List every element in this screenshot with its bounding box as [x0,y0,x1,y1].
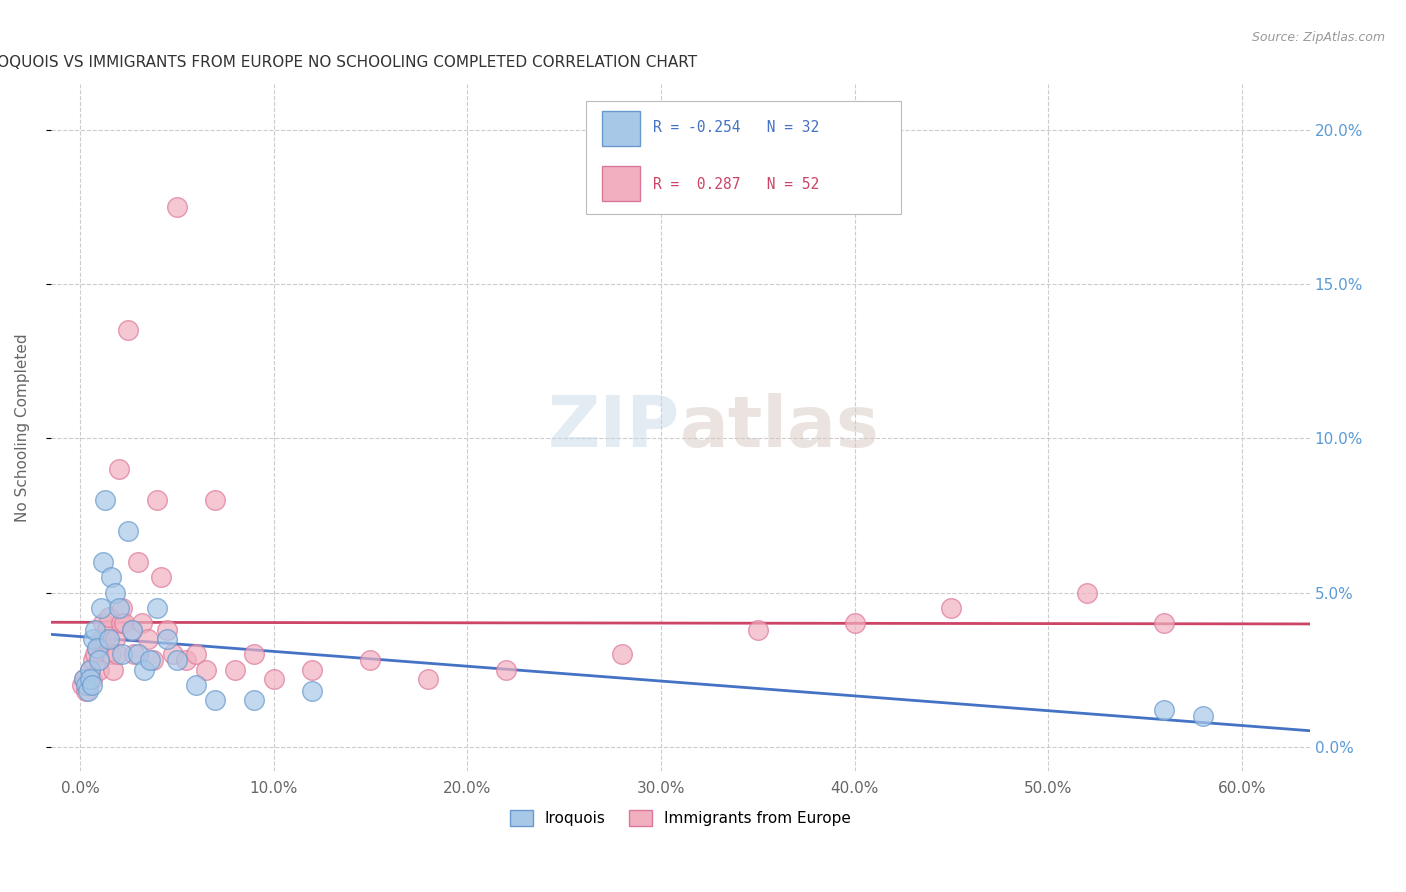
Point [82,632,104,646]
Point [91,555,114,569]
Point [146,601,169,615]
Point [84,623,107,637]
Point [96,623,118,637]
Point [495,663,517,677]
Point [94,632,117,646]
Point [117,524,139,538]
Point [121,623,143,637]
Point [90,632,112,646]
Point [70,678,93,692]
Point [243,693,266,707]
Point [82,653,104,667]
Point [89,663,111,677]
Point [73,672,96,686]
Text: Source: ZipAtlas.com: Source: ZipAtlas.com [1251,31,1385,45]
Point [79,663,101,677]
Point [184,678,207,692]
Point [91,616,114,631]
Point [194,663,217,677]
Point [110,616,132,631]
Point [104,585,127,599]
Text: R =  0.287   N = 52: R = 0.287 N = 52 [652,177,818,192]
Point [80,678,103,692]
Point [747,623,769,637]
Point [204,693,226,707]
Point [111,601,134,615]
FancyBboxPatch shape [586,101,900,214]
Point [418,672,440,686]
Point [301,684,323,698]
Point [131,616,153,631]
Point [184,647,207,661]
Point [1153,703,1175,717]
Point [941,601,963,615]
Point [1192,709,1215,723]
Point [104,632,127,646]
FancyBboxPatch shape [602,112,640,145]
Point [156,623,179,637]
Point [86,640,108,655]
Point [243,647,266,661]
Point [166,200,188,214]
Point [162,647,184,661]
Point [76,684,98,698]
Point [101,663,124,677]
Point [112,616,135,631]
Point [90,601,112,615]
Point [105,647,128,661]
Point [122,647,145,661]
Point [301,663,323,677]
Point [142,653,165,667]
Point [127,647,149,661]
Point [76,678,98,692]
Point [100,647,122,661]
Point [844,616,866,631]
Point [89,653,111,667]
Point [359,653,381,667]
Point [117,323,139,337]
Point [84,647,107,661]
Point [97,632,120,646]
Legend: Iroquois, Immigrants from Europe: Iroquois, Immigrants from Europe [503,805,856,832]
Point [73,672,96,686]
Point [156,632,179,646]
Point [97,610,120,624]
Text: R = -0.254   N = 32: R = -0.254 N = 32 [652,120,818,135]
FancyBboxPatch shape [602,166,640,201]
Y-axis label: No Schooling Completed: No Schooling Completed [15,334,30,522]
Point [132,663,155,677]
Text: ZIP: ZIP [548,393,681,462]
Point [127,555,149,569]
Point [138,653,160,667]
Point [610,647,633,661]
Point [86,640,108,655]
Point [224,663,246,677]
Point [166,653,188,667]
Point [94,493,117,508]
Point [79,663,101,677]
Point [204,493,226,508]
Point [100,570,122,584]
Point [80,672,103,686]
Text: atlas: atlas [681,393,880,462]
Point [176,653,198,667]
Point [1153,616,1175,631]
Text: IROQUOIS VS IMMIGRANTS FROM EUROPE NO SCHOOLING COMPLETED CORRELATION CHART: IROQUOIS VS IMMIGRANTS FROM EUROPE NO SC… [0,55,697,70]
Point [1076,585,1098,599]
Point [107,462,129,476]
Point [263,672,285,686]
Point [79,672,101,686]
Point [107,601,129,615]
Point [150,570,173,584]
Point [111,647,134,661]
Point [75,684,97,698]
Point [75,678,97,692]
Point [136,632,159,646]
Point [146,493,169,508]
Point [121,623,143,637]
